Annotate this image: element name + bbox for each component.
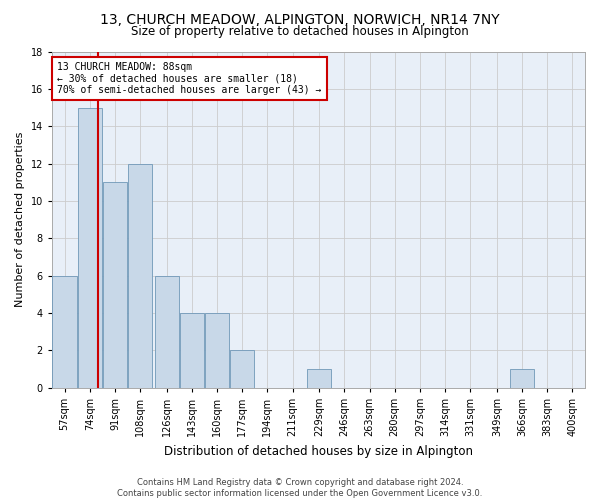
- Bar: [52, 276, 77, 388]
- X-axis label: Distribution of detached houses by size in Alpington: Distribution of detached houses by size …: [164, 444, 473, 458]
- Text: 13 CHURCH MEADOW: 88sqm
← 30% of detached houses are smaller (18)
70% of semi-de: 13 CHURCH MEADOW: 88sqm ← 30% of detache…: [57, 62, 322, 95]
- Text: Size of property relative to detached houses in Alpington: Size of property relative to detached ho…: [131, 25, 469, 38]
- Text: 13, CHURCH MEADOW, ALPINGTON, NORWICH, NR14 7NY: 13, CHURCH MEADOW, ALPINGTON, NORWICH, N…: [100, 12, 500, 26]
- Bar: [128, 164, 152, 388]
- Bar: [510, 369, 534, 388]
- Text: Contains HM Land Registry data © Crown copyright and database right 2024.
Contai: Contains HM Land Registry data © Crown c…: [118, 478, 482, 498]
- Y-axis label: Number of detached properties: Number of detached properties: [15, 132, 25, 308]
- Bar: [205, 313, 229, 388]
- Bar: [155, 276, 179, 388]
- Bar: [77, 108, 102, 388]
- Bar: [307, 369, 331, 388]
- Bar: [230, 350, 254, 388]
- Bar: [179, 313, 204, 388]
- Bar: [103, 182, 127, 388]
